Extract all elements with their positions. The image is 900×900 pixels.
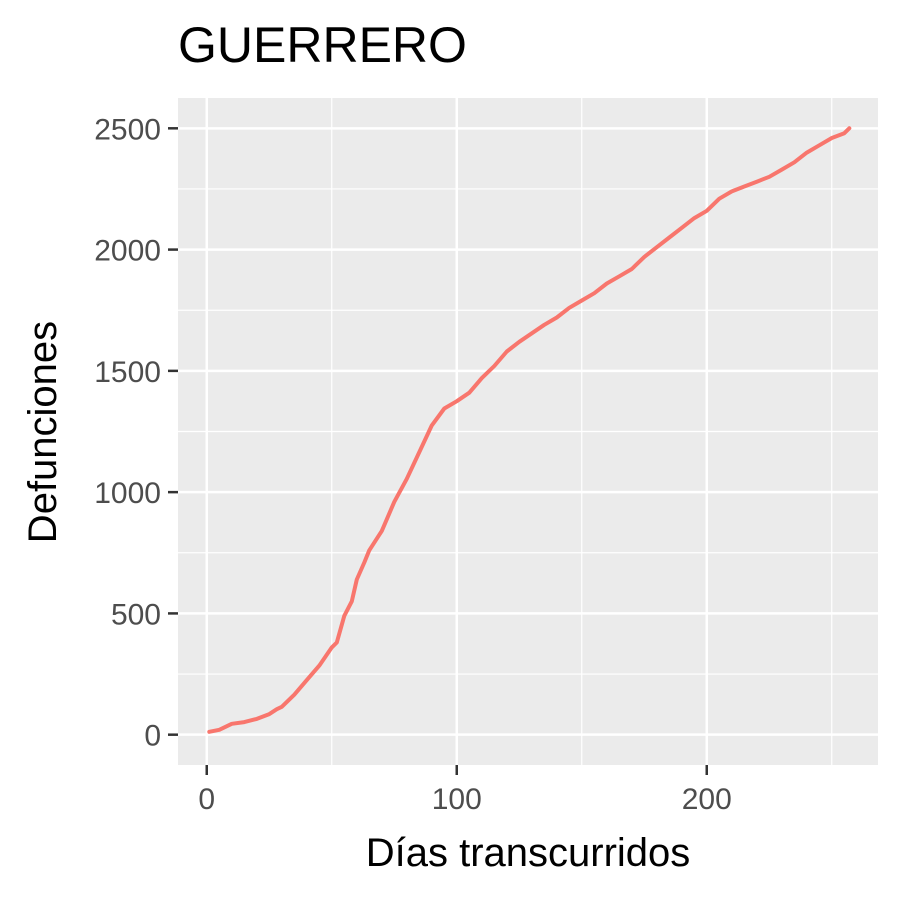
y-tick-label: 2500 — [94, 113, 161, 146]
x-axis-title: Días transcurridos — [366, 831, 691, 875]
x-axis: 0 100 200 — [198, 765, 732, 816]
y-tick-label: 1000 — [94, 477, 161, 510]
y-tick-label: 1500 — [94, 356, 161, 389]
y-tick-label: 500 — [111, 598, 161, 631]
x-tick-label: 100 — [432, 783, 482, 816]
x-tick-label: 0 — [198, 783, 215, 816]
y-axis: 0 500 1000 1500 2000 2500 — [94, 113, 178, 753]
y-tick-label: 0 — [144, 720, 161, 753]
chart-title: GUERRERO — [178, 17, 467, 73]
minor-grid — [178, 98, 878, 765]
x-tick-label: 200 — [682, 783, 732, 816]
y-tick-label: 2000 — [94, 235, 161, 268]
y-axis-title: Defunciones — [21, 321, 65, 543]
series-layer — [207, 126, 852, 734]
series-line — [207, 126, 852, 734]
